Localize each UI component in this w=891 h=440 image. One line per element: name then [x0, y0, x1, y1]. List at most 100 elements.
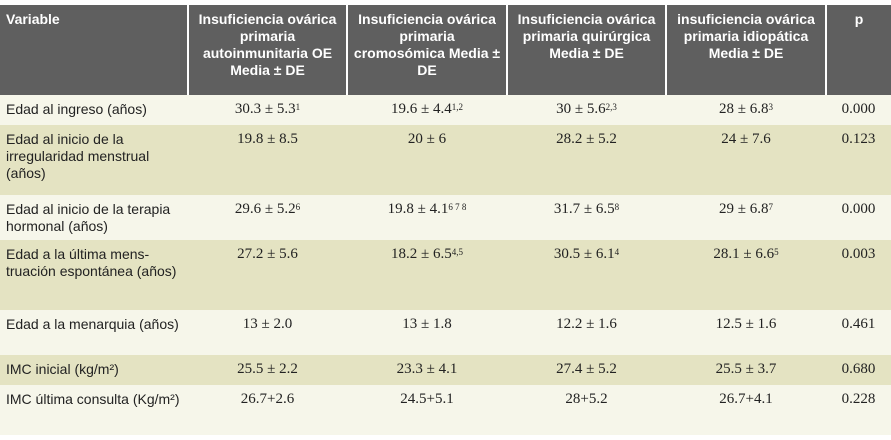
value-cell: 28+5.2 — [507, 385, 666, 435]
variable-cell-value: Edad a la menarquia (años) — [6, 316, 179, 332]
value-cell: 24.5+5.1 — [347, 385, 507, 435]
value-cell: 31.7 ± 6.58 — [507, 195, 666, 240]
variable-cell: Edad al ingreso (años) — [0, 95, 188, 125]
p-value-cell: 0.228 — [826, 385, 891, 435]
value-cell: 25.5 ± 2.2 — [188, 355, 347, 385]
value-cell-value: 19.8 ± 8.5 — [237, 131, 298, 147]
header-row: Variable Insuficiencia ovárica primaria … — [0, 5, 891, 95]
table-row: Edad a la menarquia (años) 13 ± 2.0 13 ± 1… — [0, 310, 891, 355]
variable-cell: Edad al inicio de la terapia hormonal (a… — [0, 195, 188, 240]
value-cell-value: 19.6 ± 4.4 — [391, 101, 452, 117]
value-cell-value: 28+5.2 — [565, 391, 608, 407]
header-surgical: Insuficiencia ovárica primaria quirúrgic… — [506, 5, 666, 95]
value-cell: 25.5 ± 3.7 — [666, 355, 826, 385]
variable-cell-value: Edad al inicio de la irregularidad menst… — [6, 131, 150, 181]
value-cell: 29 ± 6.87 — [666, 195, 826, 240]
superscript-note: 3 — [768, 102, 773, 112]
superscript-note: 4 — [614, 247, 620, 257]
table-row: Edad al ingreso (años) 30.3 ± 5.31 19.6 ± … — [0, 95, 891, 125]
p-value-cell: 0.003 — [826, 240, 891, 310]
variable-cell-value: Edad a la última mens-truación espontáne… — [6, 246, 177, 279]
p-value-cell-value: 0.680 — [841, 361, 876, 377]
value-cell: 30 ± 5.62,3 — [507, 95, 666, 125]
p-value-cell: 0.461 — [826, 310, 891, 355]
value-cell: 19.8 ± 8.5 — [188, 125, 347, 195]
value-cell-value: 18.2 ± 6.5 — [391, 246, 452, 262]
value-cell-value: 30.3 ± 5.3 — [234, 101, 296, 117]
value-cell: 24 ± 7.6 — [666, 125, 826, 195]
value-cell-value: 24.5+5.1 — [400, 391, 454, 407]
superscript-note: 7 — [768, 202, 773, 212]
variable-cell: IMC inicial (kg/m²) — [0, 355, 188, 385]
p-value-cell: 0.000 — [826, 95, 891, 125]
table-row: Edad a la última mens-truación espontáne… — [0, 240, 891, 310]
value-cell-value: 12.2 ± 1.6 — [556, 316, 617, 332]
superscript-note: 1,2 — [451, 102, 463, 112]
p-value-cell-value: 0.000 — [841, 101, 876, 117]
value-cell: 12.2 ± 1.6 — [507, 310, 666, 355]
p-value-cell: 0.123 — [826, 125, 891, 195]
header-idiopathic: insuficiencia ovárica primaria idiopátic… — [665, 5, 826, 95]
value-cell-value: 13 ± 2.0 — [242, 316, 293, 332]
value-cell-value: 27.4 ± 5.2 — [556, 361, 617, 377]
variable-cell-value: IMC última consulta (Kg/m²) — [6, 391, 180, 407]
value-cell-value: 26.7+2.6 — [240, 391, 295, 407]
value-cell: 23.3 ± 4.1 — [347, 355, 507, 385]
value-cell: 27.2 ± 5.6 — [188, 240, 347, 310]
table-row: IMC inicial (kg/m²) 25.5 ± 2.2 23.3 ± 4.1 2… — [0, 355, 891, 385]
superscript-note: 6 — [295, 202, 301, 212]
value-cell: 18.2 ± 6.54,5 — [347, 240, 507, 310]
variable-cell: Edad a la última mens-truación espontáne… — [0, 240, 188, 310]
header-variable: Variable — [0, 5, 188, 95]
value-cell: 27.4 ± 5.2 — [507, 355, 666, 385]
value-cell: 20 ± 6 — [347, 125, 507, 195]
value-cell: 28.2 ± 5.2 — [507, 125, 666, 195]
value-cell: 29.6 ± 5.26 — [188, 195, 347, 240]
value-cell-value: 27.2 ± 5.6 — [237, 246, 298, 262]
table-row: Edad al inicio de la terapia hormonal (a… — [0, 195, 891, 240]
p-value-cell-value: 0.461 — [841, 316, 876, 332]
value-cell-value: 23.3 ± 4.1 — [396, 361, 458, 377]
value-cell: 26.7+2.6 — [188, 385, 347, 435]
value-cell-value: 30 ± 5.6 — [556, 101, 606, 117]
value-cell-value: 31.7 ± 6.5 — [553, 201, 615, 217]
variable-cell: IMC última consulta (Kg/m²) — [0, 385, 188, 435]
header-p: p — [825, 5, 891, 95]
value-cell: 19.6 ± 4.41,2 — [347, 95, 507, 125]
header-autoimmune: Insuficiencia ovárica primaria autoinmun… — [187, 5, 347, 95]
value-cell-value: 20 ± 6 — [407, 131, 447, 147]
superscript-note: 8 — [614, 202, 620, 212]
p-value-cell: 0.000 — [826, 195, 891, 240]
value-cell-value: 25.5 ± 2.2 — [237, 361, 298, 377]
value-cell: 28 ± 6.83 — [666, 95, 826, 125]
value-cell: 26.7+4.1 — [666, 385, 826, 435]
value-cell: 28.1 ± 6.65 — [666, 240, 826, 310]
value-cell-value: 24 ± 7.6 — [721, 131, 771, 147]
value-cell-value: 28 ± 6.8 — [719, 101, 769, 117]
superscript-note: 1 — [295, 102, 301, 112]
value-cell: 19.8 ± 4.16 7 8 — [347, 195, 507, 240]
variable-cell-value: Edad al inicio de la terapia hormonal (a… — [6, 201, 171, 234]
p-value-cell-value: 0.228 — [841, 391, 876, 407]
variable-cell-value: Edad al ingreso (años) — [6, 101, 147, 117]
superscript-note: 6 7 8 — [448, 202, 467, 212]
header-chromosomal: Insuficiencia ovárica primaria cromosómi… — [346, 5, 507, 95]
p-value-cell-value: 0.003 — [841, 246, 876, 262]
value-cell: 13 ± 1.8 — [347, 310, 507, 355]
variable-cell: Edad a la menarquia (años) — [0, 310, 188, 355]
value-cell-value: 30.5 ± 6.1 — [553, 246, 615, 262]
value-cell: 30.5 ± 6.14 — [507, 240, 666, 310]
value-cell: 13 ± 2.0 — [188, 310, 347, 355]
value-cell-value: 29.6 ± 5.2 — [234, 201, 296, 217]
superscript-note: 5 — [774, 247, 779, 257]
value-cell-value: 28.1 ± 6.6 — [713, 246, 775, 262]
p-value-cell-value: 0.000 — [841, 201, 876, 217]
value-cell: 30.3 ± 5.31 — [188, 95, 347, 125]
value-cell: 12.5 ± 1.6 — [666, 310, 826, 355]
value-cell-value: 26.7+4.1 — [719, 391, 773, 407]
value-cell-value: 25.5 ± 3.7 — [715, 361, 777, 377]
value-cell-value: 19.8 ± 4.1 — [387, 201, 449, 217]
table-row: IMC última consulta (Kg/m²) 26.7+2.6 24.5+… — [0, 385, 891, 435]
variable-cell-value: IMC inicial (kg/m²) — [6, 361, 119, 377]
p-value-cell-value: 0.123 — [841, 131, 876, 147]
